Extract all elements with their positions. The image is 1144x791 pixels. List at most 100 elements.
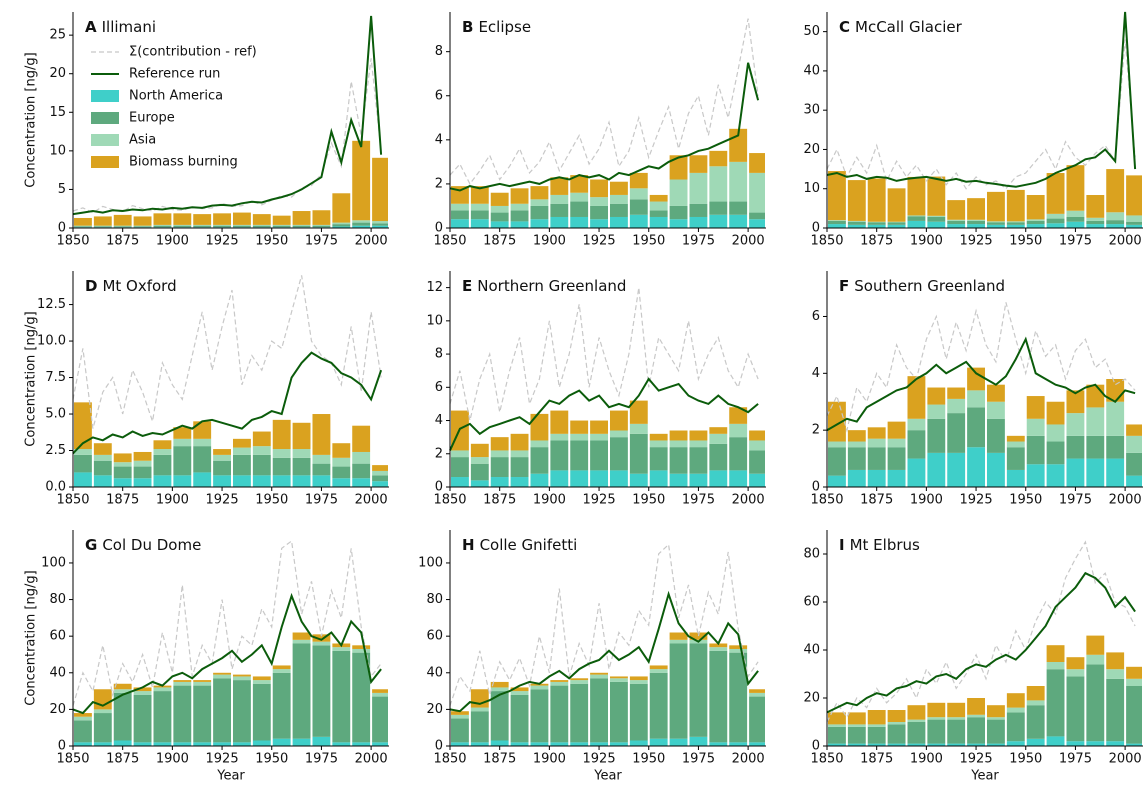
x-tick-label: 1975 [682, 234, 715, 249]
y-tick-label: 0 [435, 221, 443, 236]
panel-title: H Colle Gnifetti [462, 536, 577, 554]
bar-segment [729, 652, 748, 743]
bar-segment [352, 140, 371, 221]
bar-segment [1026, 224, 1045, 228]
panel: 0 20 40 60 80 100 1850 1875 1900 1925 1950 1975 2000… [24, 530, 389, 784]
bar-segment [272, 738, 291, 746]
bar-segment [1126, 666, 1142, 679]
bar-segment [749, 450, 765, 474]
y-tick-label: 40 [49, 665, 66, 680]
y-tick-label: 12 [426, 280, 443, 295]
x-tick-label: 1875 [483, 493, 516, 508]
bar-segment [986, 401, 1005, 419]
bar-segment [847, 726, 866, 744]
bar-segment [967, 407, 985, 448]
panel: 0 20 40 60 80 100 1850 1875 1900 1925 1950 1975 2000… [418, 530, 766, 784]
bar-segment [213, 225, 231, 228]
y-tick-label: 20 [426, 702, 443, 717]
bar-segment [550, 433, 569, 441]
y-tick-label: 4 [435, 413, 443, 428]
bar-segment [967, 717, 985, 744]
bar-segment [629, 683, 648, 741]
bar-segment [649, 470, 668, 487]
x-tick-label: 1925 [960, 493, 993, 508]
bar-segment [689, 203, 708, 217]
bar-segment [967, 743, 985, 746]
bar-segment [232, 475, 251, 487]
x-tick-label: 1850 [433, 234, 466, 249]
bar-segment [252, 740, 271, 746]
x-tick-label: 2000 [732, 493, 765, 508]
bar-segment [252, 683, 271, 741]
bar-segment [669, 643, 688, 739]
bar-segment [490, 212, 509, 222]
bar-segment [193, 214, 212, 225]
x-tick-label: 1975 [682, 493, 715, 508]
x-tick-label: 1900 [910, 493, 943, 508]
bar-segment [1086, 195, 1105, 218]
bar-segment [986, 384, 1005, 402]
bar-segment [1026, 220, 1045, 225]
bar-segment [986, 191, 1005, 222]
bar-segment [927, 452, 946, 487]
bar-segment [1066, 217, 1085, 222]
bar-segment [173, 742, 192, 746]
y-tick-label: 40 [803, 63, 820, 78]
bar-segment [352, 463, 371, 479]
bar-segment [709, 650, 728, 743]
y-tick-label: 20 [49, 702, 66, 717]
bar-segment [451, 711, 469, 715]
x-tick-label: 1875 [860, 752, 893, 767]
y-tick-label: 8 [435, 347, 443, 362]
bar-segment [907, 719, 926, 722]
bar-segment [490, 192, 509, 206]
bar-segment [312, 414, 331, 455]
bar-segment [372, 223, 388, 226]
bar-segment [947, 200, 966, 220]
bar-segment [113, 683, 132, 690]
bar-segment [847, 220, 866, 222]
bar-segment [967, 367, 985, 391]
bar-segment [292, 738, 311, 746]
panel-letter: G [85, 536, 97, 554]
bar-segment [74, 716, 92, 721]
bar-segment [689, 632, 708, 640]
panel-title: F Southern Greenland [839, 277, 1005, 295]
bar-segment [1046, 441, 1065, 465]
bar-segment [332, 742, 351, 746]
bar-segment [867, 710, 886, 725]
bar-segment [510, 691, 529, 695]
bar-segment [709, 647, 728, 651]
bar-segment [352, 645, 371, 649]
bar-segment [193, 680, 212, 682]
bar-segment [1126, 215, 1142, 222]
bar-segment [669, 632, 688, 640]
bar-segment [1026, 686, 1045, 701]
bar-segment [590, 742, 608, 746]
bar-segment [828, 447, 846, 476]
bar-segment [113, 462, 132, 467]
bar-segment [352, 742, 371, 746]
bar-segment [530, 440, 549, 448]
bar-segment [232, 212, 251, 225]
bar-segment [1026, 738, 1045, 746]
y-tick-label: 20 [803, 691, 820, 706]
bar-segment [530, 742, 549, 746]
bar-segment [510, 188, 529, 204]
bar-segment [590, 674, 608, 679]
bar-segment [352, 222, 371, 226]
bar-segment [113, 453, 132, 463]
x-tick-label: 1975 [1059, 752, 1092, 767]
reference-line [72, 351, 383, 455]
y-tick-label: 4 [435, 132, 443, 147]
bar-segment [907, 458, 926, 487]
bar-segment [74, 713, 92, 717]
y-tick-label: 60 [803, 595, 820, 610]
bar-segment [133, 742, 152, 746]
bar-segment [113, 226, 132, 228]
bar-segment [272, 669, 291, 673]
bar-segment [828, 712, 846, 725]
x-tick-label: 1900 [533, 493, 566, 508]
y-tick-label: 0 [812, 739, 820, 754]
bar-segment [232, 680, 251, 743]
